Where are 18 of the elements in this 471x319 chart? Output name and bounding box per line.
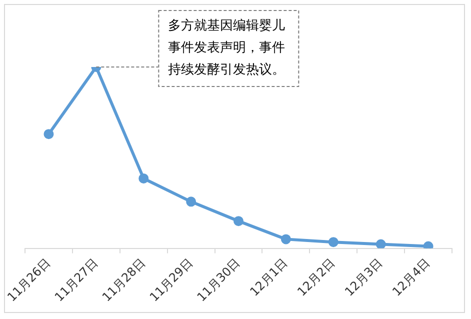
point	[376, 239, 386, 248]
point	[138, 173, 149, 184]
x-tick-label: 11月28日	[99, 256, 148, 304]
x-tick-label: 12月3日	[342, 256, 386, 299]
x-tick-label: 12月2日	[294, 256, 338, 299]
x-tick-label: 11月27日	[52, 256, 100, 304]
annotation: 多方就基因编辑婴儿事件发表声明，事件持续发酵引发热议。	[168, 17, 286, 78]
point	[423, 241, 434, 248]
x-tick-label: 11月30日	[194, 256, 243, 304]
x-tick-label: 12月1日	[247, 256, 290, 299]
point	[280, 234, 291, 244]
point	[234, 216, 244, 226]
x-tick-label: 11月26日	[4, 256, 54, 304]
x-tick-label: 11月29日	[146, 256, 196, 304]
point	[328, 237, 338, 248]
point	[186, 196, 196, 207]
x-tick-label: 12月4日	[390, 256, 433, 299]
point	[44, 129, 54, 140]
